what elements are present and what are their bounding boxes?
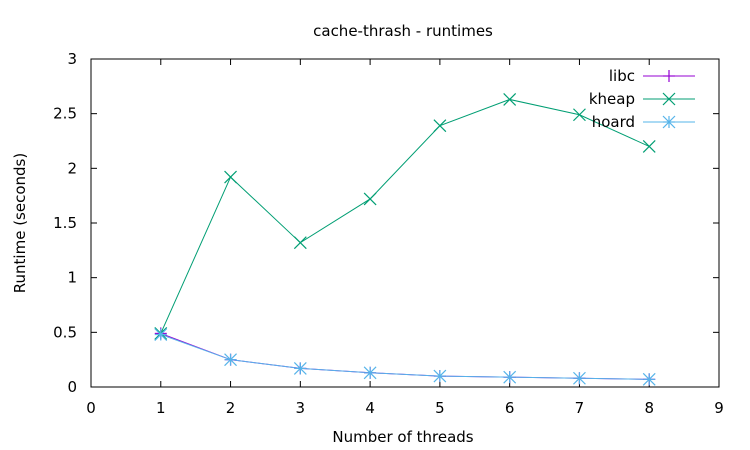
- x-tick-label: 9: [714, 399, 724, 417]
- x-tick-label: 8: [644, 399, 654, 417]
- y-tick-label: 2.5: [53, 105, 77, 123]
- x-tick-label: 7: [575, 399, 585, 417]
- x-tick-label: 3: [296, 399, 306, 417]
- data-point-hoard: [433, 369, 447, 383]
- data-point-kheap: [293, 236, 307, 250]
- legend-label-hoard: hoard: [592, 113, 635, 131]
- data-point-kheap: [503, 93, 517, 106]
- x-tick-label: 6: [505, 399, 515, 417]
- data-point-kheap: [224, 170, 237, 184]
- x-axis-title: Number of threads: [332, 428, 473, 446]
- series-markers: [154, 93, 656, 386]
- data-point-hoard: [154, 328, 168, 341]
- legend-marker-libc: [663, 70, 675, 82]
- legend-marker-hoard: [662, 115, 676, 129]
- series-line-hoard: [160, 334, 650, 380]
- y-tick-label: 0: [67, 378, 77, 396]
- chart-title: cache-thrash - runtimes: [313, 22, 493, 40]
- data-point-hoard: [293, 361, 307, 375]
- series-line-kheap: [160, 98, 650, 334]
- x-tick-label: 5: [435, 399, 445, 417]
- data-point-kheap: [642, 140, 656, 153]
- y-tick-label: 1: [67, 269, 77, 287]
- y-tick-label: 0.5: [53, 323, 77, 341]
- x-tick-label: 0: [86, 399, 96, 417]
- axis-ticks: 0 1 2 3 4 5 6 7 8 9 0 0.5 1 1.5 2 2.5 3: [53, 50, 724, 417]
- x-tick-label: 4: [365, 399, 375, 417]
- x-tick-label: 1: [156, 399, 166, 417]
- data-point-hoard: [642, 372, 656, 386]
- series-lines: [160, 98, 650, 380]
- data-point-kheap: [433, 119, 447, 133]
- y-tick-label: 2: [67, 159, 77, 177]
- legend-label-kheap: kheap: [589, 90, 635, 108]
- legend-marker-kheap: [662, 92, 676, 106]
- x-tick-label: 2: [226, 399, 236, 417]
- data-point-hoard: [573, 371, 586, 385]
- y-tick-label: 1.5: [53, 214, 77, 232]
- plot-frame: [90, 58, 720, 388]
- legend-label-libc: libc: [609, 67, 635, 85]
- data-point-hoard: [224, 353, 237, 367]
- data-point-hoard: [503, 370, 517, 384]
- data-point-kheap: [363, 192, 377, 206]
- y-tick-label: 3: [67, 50, 77, 68]
- legend: libc kheap hoard: [589, 67, 695, 131]
- data-point-kheap: [573, 108, 586, 122]
- data-point-hoard: [363, 366, 377, 380]
- y-axis-title: Runtime (seconds): [11, 153, 29, 293]
